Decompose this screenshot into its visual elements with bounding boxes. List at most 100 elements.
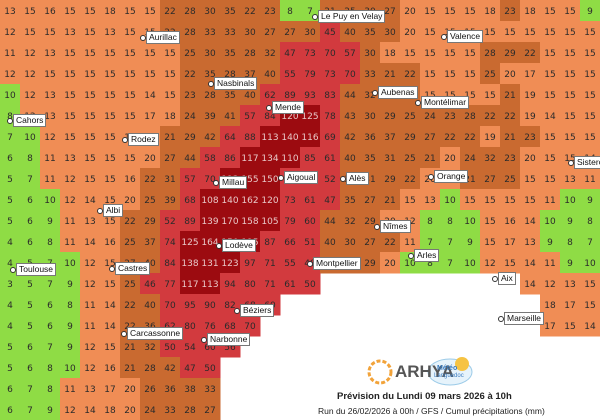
cell-value: 15 <box>404 196 415 206</box>
grid-cell <box>120 42 141 64</box>
cell-value: 15 <box>164 49 175 59</box>
grid-cell <box>580 294 600 316</box>
grid-cell <box>360 42 381 64</box>
cell-value: 13 <box>44 91 55 101</box>
cell-value: 7 <box>47 343 53 353</box>
cell-value: 15 <box>584 28 595 38</box>
cell-value: 83 <box>324 91 335 101</box>
cell-value: 15 <box>124 28 135 38</box>
grid-cell <box>220 147 241 169</box>
grid-cell <box>440 231 461 253</box>
grid-cell <box>80 0 101 22</box>
grid-cell <box>20 0 41 22</box>
cell-value: 23 <box>504 7 515 17</box>
grid-cell <box>180 210 201 232</box>
cell-value: 15 <box>124 49 135 59</box>
grid-cell <box>480 189 501 211</box>
grid-cell <box>300 147 321 169</box>
cell-value: 6 <box>47 301 53 311</box>
cell-value: 9 <box>467 238 473 248</box>
grid-cell <box>480 168 501 190</box>
cell-value: 28 <box>244 49 256 59</box>
cell-value: 6 <box>7 385 13 395</box>
grid-cell <box>300 105 321 127</box>
grid-cell <box>560 126 581 148</box>
grid-cell <box>540 126 561 148</box>
grid-cell <box>580 210 600 232</box>
grid-cell <box>140 231 161 253</box>
cell-value: 60 <box>304 217 316 227</box>
city-label: Aubenas <box>372 86 418 99</box>
grid-cell <box>500 231 521 253</box>
grid-cell <box>160 273 181 295</box>
cell-value: 56 <box>224 343 236 353</box>
grid-cell <box>480 42 501 64</box>
grid-cell <box>20 231 41 253</box>
grid-cell <box>420 189 441 211</box>
grid-cell <box>420 147 441 169</box>
grid-cell <box>60 84 81 106</box>
grid-cell <box>160 105 181 127</box>
cell-value: 13 <box>84 385 95 395</box>
grid-cell <box>40 0 61 22</box>
cell-value: 15 <box>84 70 95 80</box>
cell-value: 15 <box>524 175 535 185</box>
cell-value: 39 <box>164 196 176 206</box>
cell-value: 15 <box>544 133 555 143</box>
cell-value: 134 <box>261 154 278 164</box>
grid-cell <box>60 105 81 127</box>
grid-cell <box>520 273 541 295</box>
grid-cell <box>240 147 261 169</box>
grid-cell <box>120 357 141 379</box>
cell-value: 12 <box>84 280 95 290</box>
grid-cell <box>520 168 541 190</box>
cell-value: 27 <box>364 238 375 248</box>
cell-value: 30 <box>364 112 376 122</box>
cell-value: 15 <box>584 133 595 143</box>
cell-value: 140 <box>221 196 238 206</box>
grid-cell <box>120 294 141 316</box>
grid-cell <box>460 0 481 22</box>
grid-cell <box>500 126 521 148</box>
grid-cell <box>120 336 141 358</box>
city-label: Marseille <box>497 312 545 325</box>
grid-cell <box>360 252 381 274</box>
cell-value: 7 <box>27 175 33 185</box>
cell-value: 15 <box>144 49 155 59</box>
cell-value: 15 <box>564 28 575 38</box>
grid-cell <box>80 294 101 316</box>
grid-cell <box>40 126 61 148</box>
grid-cell <box>280 42 301 64</box>
cell-value: 6 <box>7 154 13 164</box>
cell-value: 8 <box>427 259 433 269</box>
cell-value: 40 <box>144 301 156 311</box>
grid-cell <box>240 210 261 232</box>
cell-value: 25 <box>124 238 135 248</box>
grid-cell <box>340 189 361 211</box>
cell-value: 30 <box>344 238 356 248</box>
cell-value: 15 <box>404 49 415 59</box>
grid-cell <box>180 126 201 148</box>
grid-cell <box>560 189 581 211</box>
cell-value: 27 <box>284 28 295 38</box>
cell-value: 14 <box>84 238 96 248</box>
grid-cell <box>320 42 341 64</box>
grid-cell <box>440 63 461 85</box>
grid-cell <box>220 273 241 295</box>
cell-value: 15 <box>464 49 475 59</box>
grid-cell <box>140 42 161 64</box>
grid-cell <box>280 252 301 274</box>
cell-value: 18 <box>104 7 116 17</box>
grid-cell <box>220 105 241 127</box>
grid-cell <box>220 189 241 211</box>
footer-title: Prévision du Lundi 09 mars 2026 à 10h <box>337 391 512 402</box>
grid-cell <box>460 42 481 64</box>
grid-cell <box>300 21 321 43</box>
grid-cell <box>80 147 101 169</box>
cell-value: 70 <box>204 175 216 185</box>
grid-cell <box>300 84 321 106</box>
cell-value: 20 <box>124 196 136 206</box>
cell-value: 13 <box>4 7 15 17</box>
cell-value: 5 <box>7 175 13 185</box>
cell-value: 29 <box>384 112 396 122</box>
